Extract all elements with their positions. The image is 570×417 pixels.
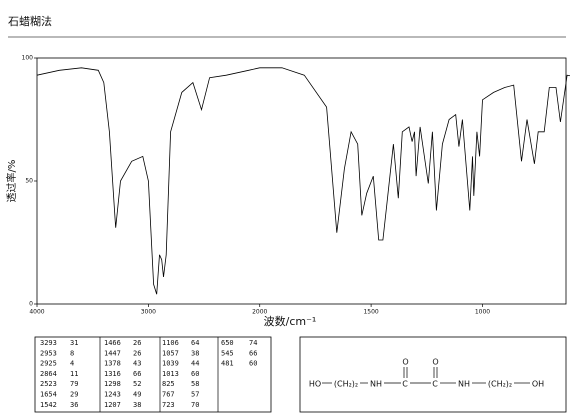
structure-frame bbox=[299, 336, 567, 413]
peak-transmittance: 70 bbox=[191, 401, 199, 409]
peak-transmittance: 66 bbox=[249, 349, 257, 357]
y-axis-label: 透过率/% bbox=[5, 160, 18, 203]
x-tick-label: 1000 bbox=[475, 309, 490, 316]
peak-transmittance: 60 bbox=[249, 360, 257, 368]
peak-wavenumber: 1106 bbox=[162, 339, 179, 347]
peak-transmittance: 74 bbox=[249, 339, 257, 347]
y-tick-label: 100 bbox=[22, 55, 34, 62]
peak-wavenumber: 1378 bbox=[104, 360, 121, 368]
structure-group: HO bbox=[309, 380, 321, 389]
peak-transmittance: 26 bbox=[133, 339, 141, 347]
peak-wavenumber: 1654 bbox=[40, 391, 57, 399]
peak-transmittance: 49 bbox=[133, 391, 141, 399]
peak-transmittance: 58 bbox=[191, 380, 199, 388]
peak-wavenumber: 1542 bbox=[40, 401, 57, 409]
plot-frame bbox=[36, 57, 567, 305]
peak-transmittance: 4 bbox=[70, 360, 74, 368]
structure-group: NH bbox=[458, 380, 470, 389]
peak-transmittance: 66 bbox=[133, 370, 141, 378]
chart-title: 石蜡糊法 bbox=[8, 14, 52, 28]
peak-transmittance: 38 bbox=[191, 349, 199, 357]
peak-transmittance: 8 bbox=[70, 349, 74, 357]
structure-group: (CH₂)₂ bbox=[334, 380, 358, 389]
peak-transmittance: 36 bbox=[70, 401, 78, 409]
x-tick-label: 3000 bbox=[141, 309, 156, 316]
x-tick-label: 2000 bbox=[252, 309, 267, 316]
peak-transmittance: 79 bbox=[70, 380, 78, 388]
structure-oxygen: O bbox=[402, 358, 408, 367]
peak-transmittance: 11 bbox=[70, 370, 78, 378]
peak-wavenumber: 2925 bbox=[40, 360, 57, 368]
y-tick-label: 50 bbox=[25, 178, 33, 185]
y-tick-label: 0 bbox=[29, 301, 33, 308]
x-axis-label: 波数/cm⁻¹ bbox=[264, 315, 317, 328]
structure-group: C bbox=[432, 380, 438, 389]
peak-wavenumber: 767 bbox=[162, 391, 175, 399]
structure-oxygen: O bbox=[432, 358, 438, 367]
structure-group: OH bbox=[532, 380, 544, 389]
peak-transmittance: 44 bbox=[191, 360, 199, 368]
peak-wavenumber: 1298 bbox=[104, 380, 121, 388]
peak-wavenumber: 650 bbox=[221, 339, 234, 347]
peak-transmittance: 38 bbox=[133, 401, 141, 409]
structure-group: (CH₂)₂ bbox=[488, 380, 512, 389]
peak-wavenumber: 1243 bbox=[104, 391, 121, 399]
peak-wavenumber: 1039 bbox=[162, 360, 179, 368]
structure-group: C bbox=[402, 380, 408, 389]
peak-transmittance: 52 bbox=[133, 380, 141, 388]
structure-group: NH bbox=[370, 380, 382, 389]
peak-wavenumber: 481 bbox=[221, 360, 234, 368]
structure-bonds bbox=[322, 367, 530, 384]
peak-transmittance: 57 bbox=[191, 391, 199, 399]
peak-wavenumber: 1466 bbox=[104, 339, 121, 347]
x-tick-label: 1500 bbox=[363, 309, 378, 316]
peak-transmittance: 43 bbox=[133, 360, 141, 368]
peak-table-frame bbox=[34, 336, 272, 413]
peak-wavenumber: 3293 bbox=[40, 339, 57, 347]
peak-wavenumber: 2953 bbox=[40, 349, 57, 357]
peak-transmittance: 64 bbox=[191, 339, 199, 347]
peak-transmittance: 31 bbox=[70, 339, 78, 347]
peak-wavenumber: 1207 bbox=[104, 401, 121, 409]
peak-transmittance: 60 bbox=[191, 370, 199, 378]
peak-transmittance: 29 bbox=[70, 391, 78, 399]
peak-wavenumber: 545 bbox=[221, 349, 234, 357]
spectrum-line bbox=[36, 67, 570, 295]
peak-transmittance: 26 bbox=[133, 349, 141, 357]
peak-wavenumber: 1447 bbox=[104, 349, 121, 357]
peak-wavenumber: 825 bbox=[162, 380, 175, 388]
peak-wavenumber: 2864 bbox=[40, 370, 57, 378]
peak-wavenumber: 1316 bbox=[104, 370, 121, 378]
peak-wavenumber: 1057 bbox=[162, 349, 179, 357]
peak-wavenumber: 1013 bbox=[162, 370, 179, 378]
peak-wavenumber: 723 bbox=[162, 401, 175, 409]
x-tick-label: 4000 bbox=[29, 309, 44, 316]
peak-wavenumber: 2523 bbox=[40, 380, 57, 388]
